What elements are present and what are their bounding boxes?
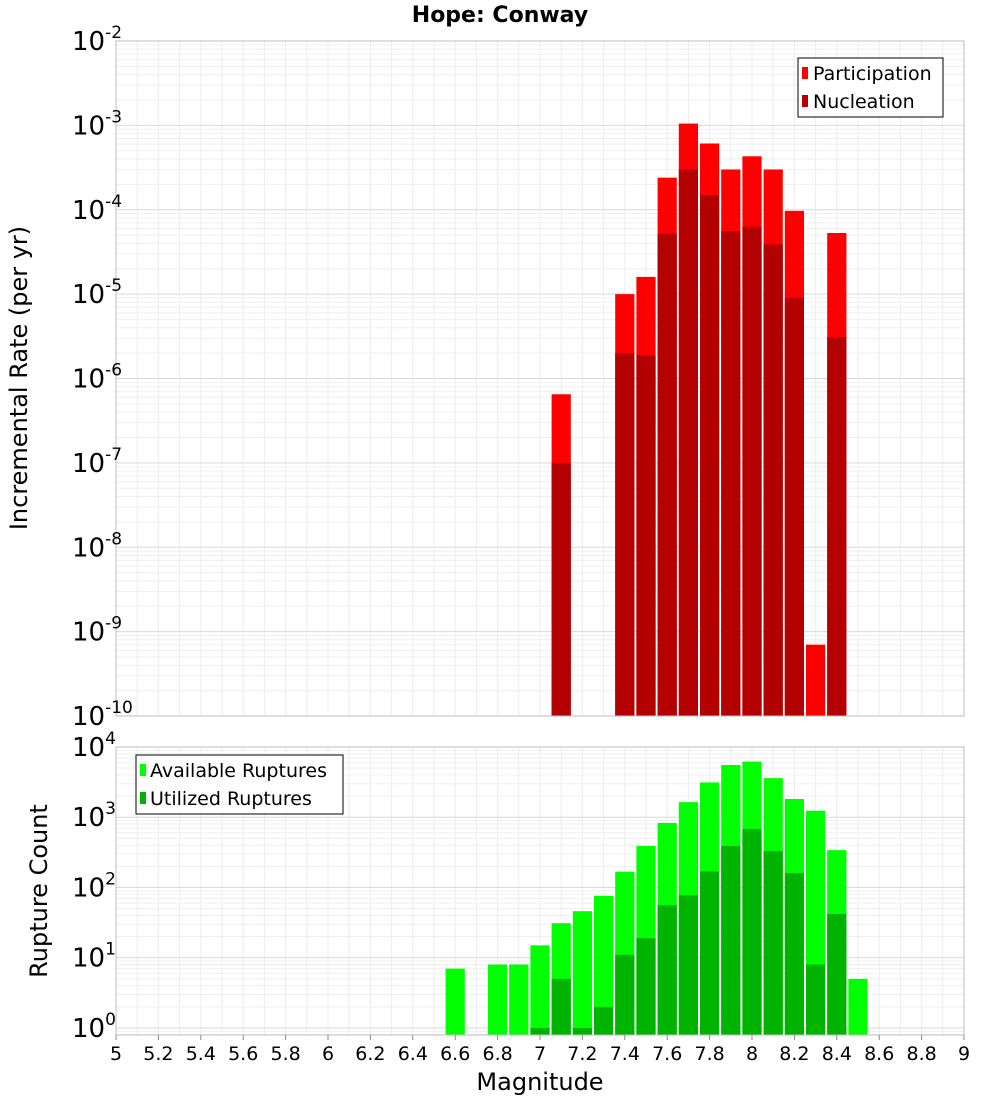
bottom-bar-utilized-ruptures xyxy=(806,964,826,1035)
top-bar-participation xyxy=(806,644,826,716)
top-y-tick-label: 10-6 xyxy=(72,361,122,395)
x-tick-label: 8.4 xyxy=(822,1043,852,1065)
bottom-bar-utilized-ruptures xyxy=(530,1027,550,1035)
bottom-bar-utilized-ruptures xyxy=(657,905,677,1035)
top-plot-frame xyxy=(115,40,965,717)
top-y-tick-label: 10-5 xyxy=(72,276,122,310)
x-tick-label: 6.4 xyxy=(398,1043,428,1065)
x-tick-label: 5.4 xyxy=(186,1043,216,1065)
bottom-bars xyxy=(445,761,868,1035)
x-tick-label: 8.6 xyxy=(864,1043,894,1065)
top-bar-nucleation xyxy=(763,244,783,717)
top-legend: Participation Nucleation xyxy=(797,57,944,118)
top-y-tick-label: 10-3 xyxy=(72,107,122,141)
x-tick-label: 6.6 xyxy=(440,1043,470,1065)
bottom-y-tick-label: 100 xyxy=(72,1010,116,1044)
legend-label-available: Available Ruptures xyxy=(150,760,327,782)
bottom-bar-available-ruptures xyxy=(594,895,614,1035)
top-bar-nucleation xyxy=(700,194,720,716)
bottom-y-tick-label: 103 xyxy=(72,799,116,833)
top-bar-nucleation xyxy=(784,297,804,716)
legend-swatch-nucleation xyxy=(802,95,808,107)
legend-label-nucleation: Nucleation xyxy=(813,91,915,113)
bottom-bar-available-ruptures xyxy=(530,945,550,1035)
top-bar-nucleation xyxy=(657,233,677,716)
top-bar-nucleation xyxy=(678,169,698,716)
top-y-tick-label: 10-8 xyxy=(72,529,122,563)
top-panel: 10-10 10-9 10-8 10-7 10-6 10-5 10-4 10-3 10-2 In… xyxy=(5,23,965,732)
x-tick-label: 6 xyxy=(322,1043,334,1065)
chart-title: Hope: Conway xyxy=(412,3,588,28)
x-tick-label: 6.8 xyxy=(482,1043,512,1065)
bottom-bar-utilized-ruptures xyxy=(615,954,635,1035)
bottom-bar-utilized-ruptures xyxy=(827,913,847,1035)
top-y-tick-label: 10-7 xyxy=(72,445,122,479)
x-tick-label: 7.2 xyxy=(567,1043,597,1065)
x-tick-label: 5.2 xyxy=(143,1043,173,1065)
x-axis-label: Magnitude xyxy=(476,1068,603,1096)
bottom-bar-utilized-ruptures xyxy=(594,1006,614,1035)
x-tick-label: 7.4 xyxy=(610,1043,640,1065)
bottom-bar-utilized-ruptures xyxy=(721,845,741,1035)
top-bar-nucleation xyxy=(551,462,571,716)
top-bars xyxy=(551,123,847,717)
bottom-bar-utilized-ruptures xyxy=(700,871,720,1035)
x-tick-label: 6.2 xyxy=(355,1043,385,1065)
bottom-bar-utilized-ruptures xyxy=(551,978,571,1035)
legend-label-participation: Participation xyxy=(813,63,932,85)
top-bar-nucleation xyxy=(742,226,762,716)
bottom-bar-utilized-ruptures xyxy=(784,873,804,1035)
bottom-bar-utilized-ruptures xyxy=(763,851,783,1035)
legend-label-utilized: Utilized Ruptures xyxy=(150,788,312,810)
top-y-tick-label: 10-4 xyxy=(72,192,122,226)
bottom-y-tick-label: 102 xyxy=(72,869,116,903)
x-tick-label: 5 xyxy=(110,1043,122,1065)
bottom-y-tick-label: 101 xyxy=(72,940,116,974)
bottom-bar-available-ruptures xyxy=(848,978,868,1035)
top-y-tick-label: 10-2 xyxy=(72,23,122,57)
top-legend-box xyxy=(797,57,944,118)
top-bar-nucleation xyxy=(636,354,656,716)
top-y-tick-label: 10-10 xyxy=(72,698,133,732)
x-tick-label: 8.2 xyxy=(779,1043,809,1065)
top-y-axis-label: Incremental Rate (per yr) xyxy=(5,226,33,530)
legend-swatch-available xyxy=(140,764,146,776)
bottom-bar-available-ruptures xyxy=(445,968,465,1035)
bottom-bar-utilized-ruptures xyxy=(572,1027,592,1035)
bottom-bar-available-ruptures xyxy=(572,911,592,1035)
top-bar-nucleation xyxy=(827,337,847,716)
bottom-bar-utilized-ruptures xyxy=(742,829,762,1035)
x-tick-label: 5.6 xyxy=(228,1043,258,1065)
x-tick-label: 8 xyxy=(746,1043,758,1065)
legend-swatch-participation xyxy=(802,67,808,79)
x-tick-label: 9 xyxy=(958,1043,970,1065)
bottom-y-axis-ticks: 100 101 102 103 104 xyxy=(72,729,116,1044)
bottom-y-axis-label: Rupture Count xyxy=(25,804,53,978)
x-tick-label: 8.8 xyxy=(906,1043,936,1065)
top-grid xyxy=(116,41,964,717)
top-bar-nucleation xyxy=(615,353,635,716)
bottom-bar-utilized-ruptures xyxy=(636,938,656,1035)
x-tick-label: 7.8 xyxy=(694,1043,724,1065)
legend-swatch-utilized xyxy=(140,792,146,804)
bottom-legend-box xyxy=(135,754,344,815)
bottom-panel: 100 101 102 103 104 5 5.2 5.4 5.6 5.8 6 6.2 6.4 6.6 6… xyxy=(25,729,970,1096)
bottom-y-tick-label: 104 xyxy=(72,729,116,763)
x-tick-label: 7 xyxy=(534,1043,546,1065)
bottom-legend: Available Ruptures Utilized Ruptures xyxy=(135,754,344,815)
top-bar-nucleation xyxy=(721,230,741,716)
top-y-tick-label: 10-9 xyxy=(72,614,122,648)
x-tick-label: 7.6 xyxy=(652,1043,682,1065)
bottom-bar-available-ruptures xyxy=(509,964,529,1035)
x-tick-label: 5.8 xyxy=(270,1043,300,1065)
bottom-bar-utilized-ruptures xyxy=(678,895,698,1035)
x-axis-ticks: 5 5.2 5.4 5.6 5.8 6 6.2 6.4 6.6 6.8 7 7.2 7.4 7.6 7.8 8… xyxy=(110,1035,970,1065)
bottom-bar-available-ruptures xyxy=(488,964,508,1035)
